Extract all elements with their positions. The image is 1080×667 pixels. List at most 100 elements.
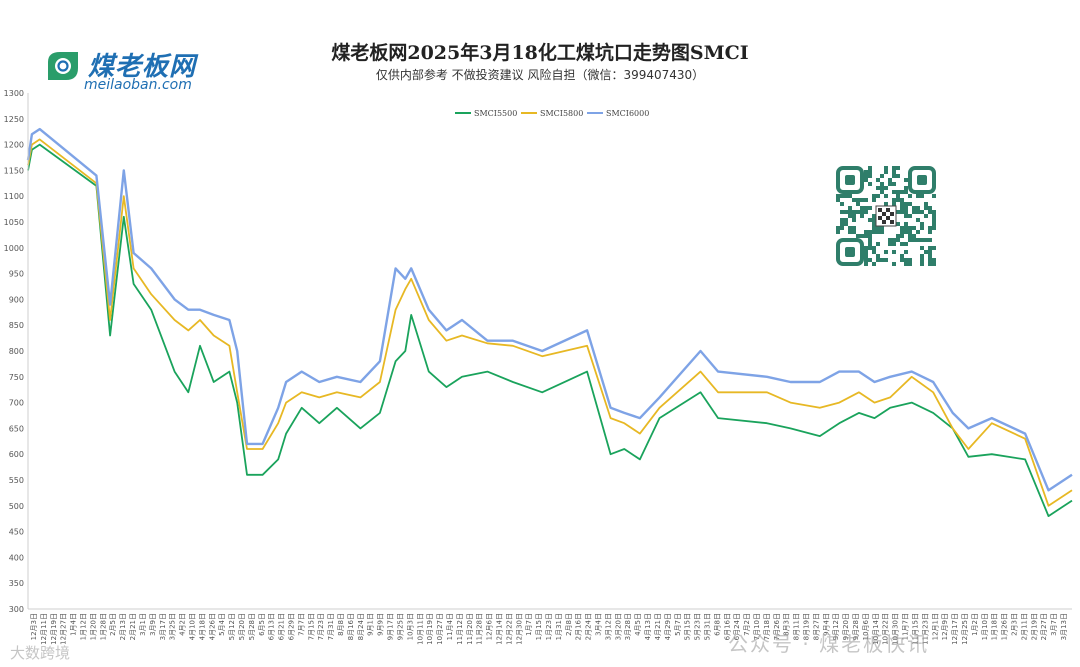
x-tick-label: 4月2日	[179, 613, 187, 636]
y-tick-label: 1000	[4, 244, 24, 253]
x-tick-label: 11月4日	[446, 613, 454, 640]
x-tick-label: 4月13日	[644, 613, 652, 640]
x-tick-label: 10月6日	[862, 613, 870, 640]
y-tick-label: 1200	[4, 141, 24, 150]
x-tick-label: 10月19日	[426, 613, 434, 645]
y-tick-label: 1050	[4, 218, 24, 227]
y-tick-label: 650	[9, 424, 24, 433]
x-tick-label: 1月2日	[971, 613, 979, 636]
x-tick-label: 9月20日	[842, 613, 850, 640]
x-tick-label: 7月26日	[773, 613, 781, 640]
x-tick-label: 4月5日	[634, 613, 642, 636]
x-tick-label: 12月22日	[505, 613, 513, 645]
x-tick-label: 8月24日	[357, 613, 365, 640]
x-tick-label: 1月10日	[981, 613, 989, 640]
x-tick-label: 6月8日	[713, 613, 721, 636]
x-tick-label: 3月1日	[139, 613, 147, 636]
x-tick-label: 10月27日	[436, 613, 444, 645]
x-tick-label: 6月29日	[288, 613, 296, 640]
x-tick-label: 7月18日	[763, 613, 771, 640]
x-tick-label: 3月17日	[159, 613, 167, 640]
x-tick-label: 5月31日	[703, 613, 711, 640]
x-tick-label: 11月23日	[921, 613, 929, 645]
y-tick-label: 800	[9, 347, 24, 356]
x-tick-label: 1月23日	[545, 613, 553, 640]
chart-subtitle: 仅供内部参考 不做投资建议 风险自担（微信：399407430）	[375, 68, 705, 82]
x-tick-label: 12月6日	[486, 613, 494, 640]
x-tick-label: 4月10日	[188, 613, 196, 640]
x-tick-label: 3月25日	[169, 613, 177, 640]
y-tick-label: 950	[9, 270, 24, 279]
x-tick-label: 7月31日	[327, 613, 335, 640]
legend-item-smci6000: SMCI6000	[587, 109, 649, 118]
x-tick-label: 2月16日	[575, 613, 583, 640]
x-tick-label: 6月5日	[258, 613, 266, 636]
x-tick-label: 8月11日	[793, 613, 801, 640]
x-tick-label: 4月29日	[664, 613, 672, 640]
x-tick-label: 12月14日	[495, 613, 503, 645]
logo-name: 煤老板网	[88, 52, 197, 82]
x-tick-label: 7月15日	[307, 613, 315, 640]
x-tick-label: 1月28日	[99, 613, 107, 640]
x-tick-label: 1月12日	[80, 613, 88, 640]
x-tick-label: 5月12日	[228, 613, 236, 640]
series-line-smci5500	[27, 143, 1073, 517]
x-tick-label: 9月4日	[822, 613, 830, 636]
x-tick-label: 12月25日	[961, 613, 969, 645]
legend-item-smci5500: SMCI5500	[455, 109, 517, 118]
x-tick-label: 3月12日	[604, 613, 612, 640]
x-tick-label: 3月20日	[614, 613, 622, 640]
x-tick-label: 7月2日	[743, 613, 751, 636]
x-tick-label: 9月9日	[377, 613, 385, 636]
x-tick-label: 6月21日	[278, 613, 286, 640]
x-tick-label: 12月9日	[941, 613, 949, 640]
x-tick-label: 4月26日	[208, 613, 216, 640]
x-tick-label: 12月1日	[931, 613, 939, 640]
svg-text:SMCI5800: SMCI5800	[540, 109, 583, 118]
y-tick-label: 500	[9, 502, 24, 511]
y-tick-label: 1150	[4, 166, 24, 175]
x-tick-label: 11月7日	[902, 613, 910, 640]
x-tick-label: 1月4日	[70, 613, 78, 636]
x-tick-label: 3月4日	[595, 613, 603, 636]
x-tick-label: 5月4日	[218, 613, 226, 636]
x-tick-label: 9月25日	[396, 613, 404, 640]
site-logo: 煤老板网 meilaoban.com	[44, 46, 229, 96]
x-tick-label: 5月23日	[694, 613, 702, 640]
x-tick-label: 9月1日	[367, 613, 375, 636]
x-tick-label: 6月13日	[268, 613, 276, 640]
x-tick-label: 7月10日	[753, 613, 761, 640]
x-tick-label: 2月27日	[1040, 613, 1048, 640]
x-tick-label: 8月16日	[347, 613, 355, 640]
x-tick-label: 3月13日	[1060, 613, 1068, 640]
x-tick-label: 8月27日	[812, 613, 820, 640]
y-tick-label: 850	[9, 321, 24, 330]
x-tick-label: 5月20日	[238, 613, 246, 640]
chart-title: 煤老板网2025年3月18化工煤坑口走势图SMCI	[331, 42, 749, 64]
series-line-smci5800	[27, 138, 1073, 507]
watermark-source: 大数跨境	[10, 644, 71, 662]
x-tick-label: 3月9日	[149, 613, 157, 636]
x-tick-label: 4月18日	[198, 613, 206, 640]
svg-text:SMCI5500: SMCI5500	[474, 109, 517, 118]
x-tick-label: 12月11日	[40, 613, 48, 645]
legend-item-smci5800: SMCI5800	[521, 109, 583, 118]
y-tick-label: 700	[9, 399, 24, 408]
logo-mark-icon	[48, 52, 78, 80]
x-tick-label: 4月21日	[654, 613, 662, 640]
x-tick-label: 12月19日	[50, 613, 58, 645]
watermark-text: 公众号 · 煤老板快讯	[728, 632, 930, 656]
y-tick-label: 300	[9, 605, 24, 614]
x-tick-label: 2月13日	[119, 613, 127, 640]
x-tick-label: 11月20日	[466, 613, 474, 645]
series-line-smci6000	[26, 127, 1073, 492]
x-tick-label: 6月16日	[723, 613, 731, 640]
qr-code-icon	[836, 166, 936, 266]
x-tick-label: 10月11日	[416, 613, 424, 645]
x-tick-label: 11月28日	[476, 613, 484, 645]
x-tick-label: 3月7日	[1050, 613, 1058, 636]
x-tick-label: 12月27日	[60, 613, 68, 645]
x-tick-label: 10月22日	[882, 613, 890, 645]
x-tick-label: 1月26日	[1001, 613, 1009, 640]
x-tick-label: 7月23日	[317, 613, 325, 640]
